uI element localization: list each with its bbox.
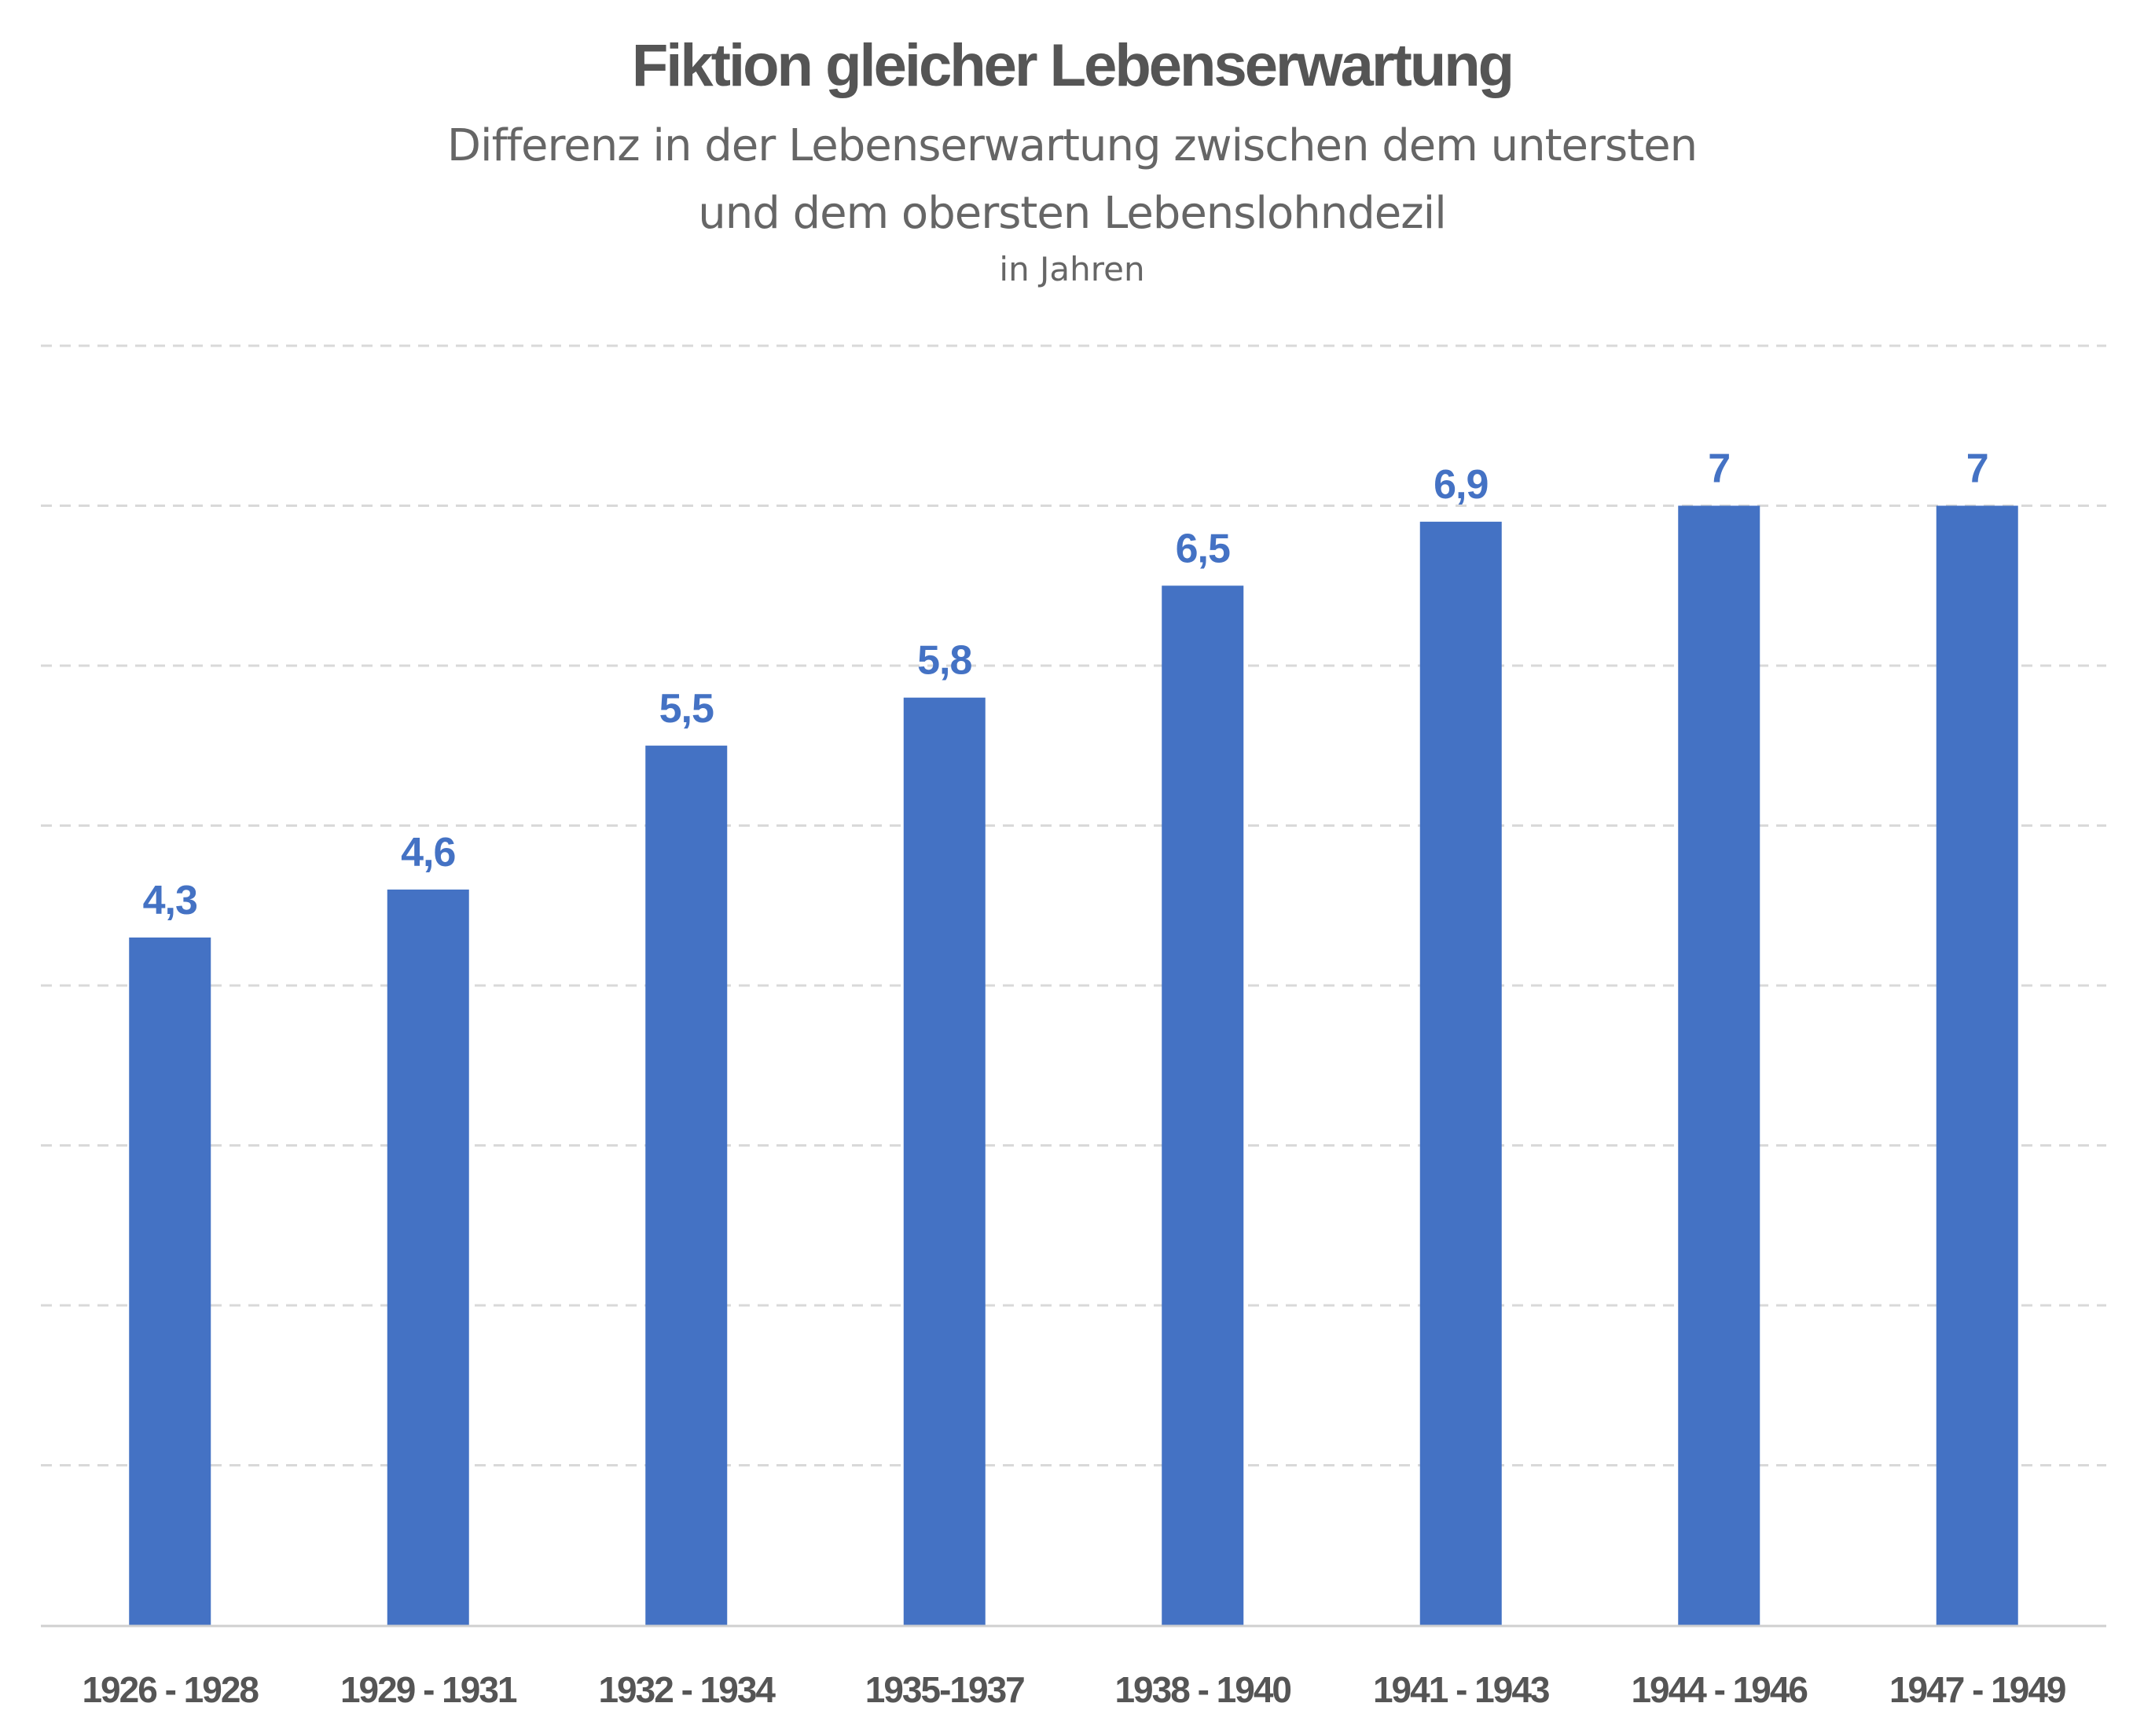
x-tick-label: 1932 - 1934 [598, 1669, 776, 1710]
value-label: 5,8 [917, 638, 971, 684]
gridlines [41, 344, 2106, 1466]
bar [1162, 585, 1244, 1625]
chart-subtitle-line1: Differenz in der Lebenserwartung zwische… [446, 120, 1698, 171]
bar [1678, 505, 1760, 1625]
value-label: 7 [1708, 446, 1730, 492]
bar [645, 745, 728, 1625]
x-tick-label: 1947 - 1949 [1889, 1669, 2065, 1710]
x-tick-label: 1926 - 1928 [82, 1669, 259, 1710]
bar [1936, 505, 2018, 1625]
bar [387, 889, 469, 1625]
x-tick-label: 1929 - 1931 [340, 1669, 517, 1710]
value-label: 4,3 [143, 878, 197, 923]
bar [1419, 521, 1502, 1625]
x-tick-label: 1938 - 1940 [1114, 1669, 1290, 1710]
value-label: 7 [1966, 446, 1988, 492]
value-label: 6,5 [1176, 526, 1230, 571]
bar [903, 697, 986, 1626]
bar [129, 937, 211, 1625]
x-tick-labels: 1926 - 1928 1929 - 1931 1932 - 1934 1935-19… [82, 1669, 2066, 1710]
bars [129, 505, 2018, 1626]
value-label: 6,9 [1434, 462, 1488, 508]
chart-unit-label: in Jahren [999, 250, 1145, 288]
value-label: 4,6 [401, 830, 455, 875]
value-labels: 4,3 4,6 5,5 5,8 6,5 6,9 7 7 [143, 446, 1989, 923]
x-tick-label: 1944 - 1946 [1631, 1669, 1807, 1710]
chart-subtitle-line2: und dem obersten Lebenslohndezil [698, 188, 1447, 239]
chart-title: Fiktion gleicher Lebenserwartung [631, 32, 1514, 99]
x-tick-label: 1941 - 1943 [1373, 1669, 1549, 1710]
x-tick-label: 1935-1937 [865, 1669, 1024, 1710]
value-label: 5,5 [659, 686, 714, 732]
